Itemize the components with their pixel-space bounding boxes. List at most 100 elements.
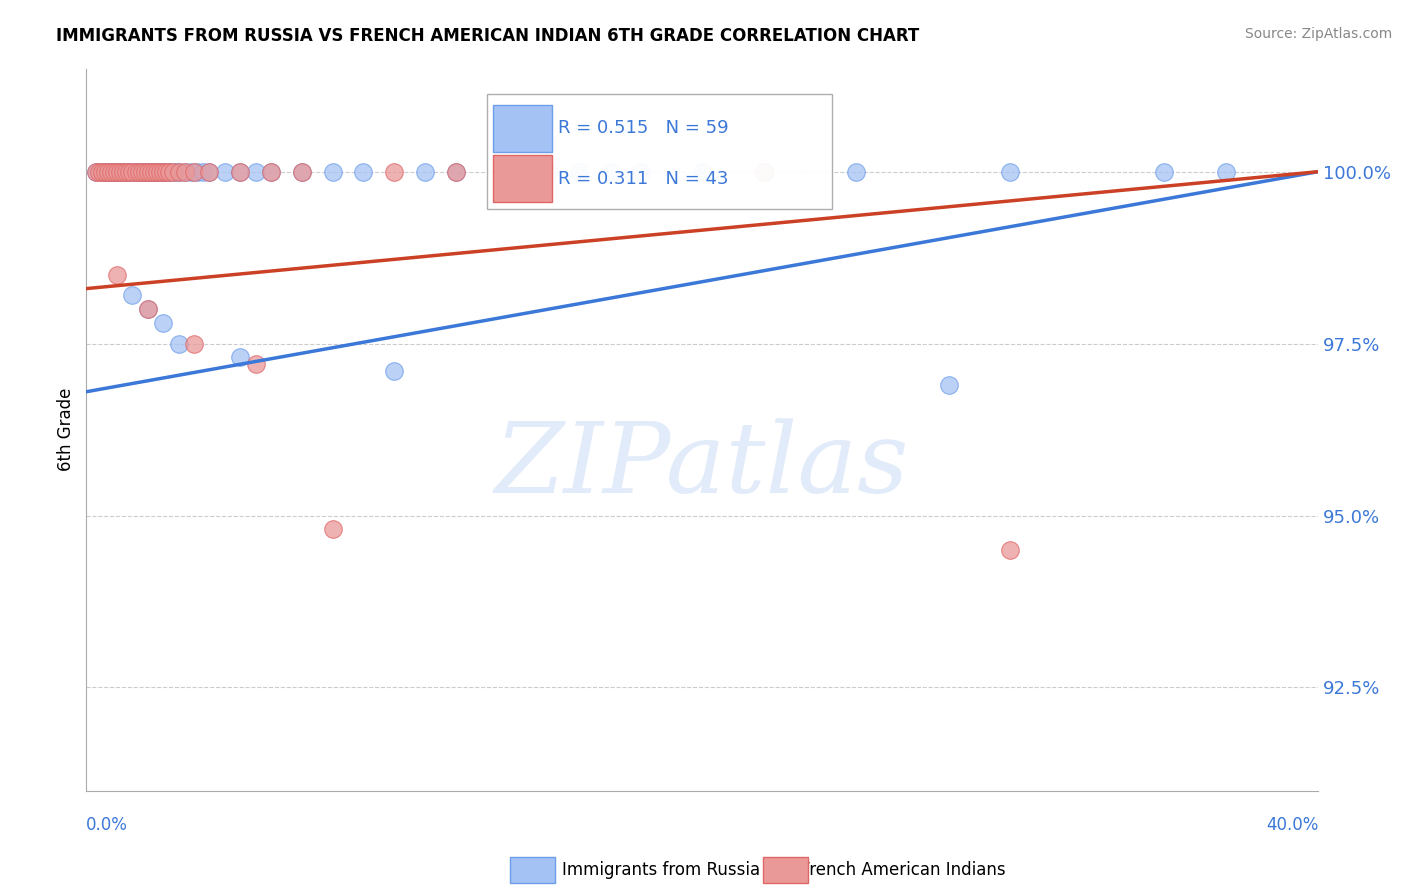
- Point: [444, 164, 467, 178]
- Point: [136, 302, 159, 317]
- Point: [167, 164, 190, 178]
- Point: [94, 164, 117, 178]
- Point: [105, 268, 128, 282]
- Y-axis label: 6th Grade: 6th Grade: [58, 388, 75, 471]
- Text: IMMIGRANTS FROM RUSSIA VS FRENCH AMERICAN INDIAN 6TH GRADE CORRELATION CHART: IMMIGRANTS FROM RUSSIA VS FRENCH AMERICA…: [56, 27, 920, 45]
- Point: [149, 164, 172, 178]
- Point: [84, 164, 107, 178]
- Point: [146, 164, 169, 178]
- Point: [105, 164, 128, 178]
- Point: [152, 164, 174, 178]
- Point: [128, 164, 150, 178]
- Point: [183, 336, 205, 351]
- FancyBboxPatch shape: [492, 104, 553, 152]
- Point: [630, 164, 652, 178]
- Text: R = 0.311   N = 43: R = 0.311 N = 43: [558, 170, 728, 188]
- Point: [444, 164, 467, 178]
- Point: [84, 164, 107, 178]
- Point: [94, 164, 117, 178]
- Point: [112, 164, 135, 178]
- Point: [131, 164, 153, 178]
- Point: [229, 164, 252, 178]
- Point: [124, 164, 146, 178]
- Point: [173, 164, 195, 178]
- Point: [100, 164, 122, 178]
- Point: [322, 164, 344, 178]
- Point: [537, 164, 560, 178]
- Point: [139, 164, 162, 178]
- Text: R = 0.515   N = 59: R = 0.515 N = 59: [558, 120, 728, 137]
- Text: 40.0%: 40.0%: [1265, 816, 1319, 834]
- Point: [413, 164, 436, 178]
- Point: [214, 164, 236, 178]
- Point: [136, 302, 159, 317]
- Point: [87, 164, 110, 178]
- Point: [124, 164, 146, 178]
- Point: [165, 164, 187, 178]
- Point: [998, 164, 1021, 178]
- Point: [245, 164, 267, 178]
- Point: [131, 164, 153, 178]
- Point: [143, 164, 166, 178]
- Point: [155, 164, 177, 178]
- Text: Immigrants from Russia: Immigrants from Russia: [562, 861, 761, 879]
- Point: [112, 164, 135, 178]
- Text: 0.0%: 0.0%: [86, 816, 128, 834]
- Point: [128, 164, 150, 178]
- Text: French American Indians: French American Indians: [801, 861, 1007, 879]
- Point: [103, 164, 125, 178]
- Point: [167, 164, 190, 178]
- Point: [229, 164, 252, 178]
- Point: [136, 164, 159, 178]
- Point: [322, 522, 344, 536]
- FancyBboxPatch shape: [486, 94, 831, 210]
- Point: [506, 164, 529, 178]
- Point: [159, 164, 181, 178]
- Point: [998, 543, 1021, 558]
- Point: [186, 164, 208, 178]
- Point: [108, 164, 131, 178]
- Point: [90, 164, 112, 178]
- Point: [118, 164, 141, 178]
- Point: [568, 164, 591, 178]
- Point: [121, 164, 143, 178]
- Point: [155, 164, 177, 178]
- Point: [139, 164, 162, 178]
- Text: Source: ZipAtlas.com: Source: ZipAtlas.com: [1244, 27, 1392, 41]
- Point: [159, 164, 181, 178]
- Point: [90, 164, 112, 178]
- Point: [97, 164, 120, 178]
- Point: [97, 164, 120, 178]
- Point: [162, 164, 184, 178]
- Point: [115, 164, 138, 178]
- Point: [162, 164, 184, 178]
- Point: [752, 164, 775, 178]
- FancyBboxPatch shape: [492, 155, 553, 202]
- Point: [198, 164, 221, 178]
- Point: [115, 164, 138, 178]
- Point: [167, 336, 190, 351]
- Point: [121, 288, 143, 302]
- Point: [291, 164, 314, 178]
- Point: [105, 164, 128, 178]
- Point: [938, 377, 960, 392]
- Point: [599, 164, 621, 178]
- Point: [245, 357, 267, 371]
- Point: [260, 164, 283, 178]
- Point: [690, 164, 713, 178]
- Point: [382, 164, 405, 178]
- Point: [845, 164, 868, 178]
- Point: [100, 164, 122, 178]
- Point: [193, 164, 215, 178]
- Point: [1153, 164, 1175, 178]
- Point: [291, 164, 314, 178]
- Point: [143, 164, 166, 178]
- Point: [146, 164, 169, 178]
- Point: [506, 164, 529, 178]
- Point: [229, 351, 252, 365]
- Point: [134, 164, 156, 178]
- Point: [1215, 164, 1237, 178]
- Point: [108, 164, 131, 178]
- Point: [198, 164, 221, 178]
- Point: [173, 164, 195, 178]
